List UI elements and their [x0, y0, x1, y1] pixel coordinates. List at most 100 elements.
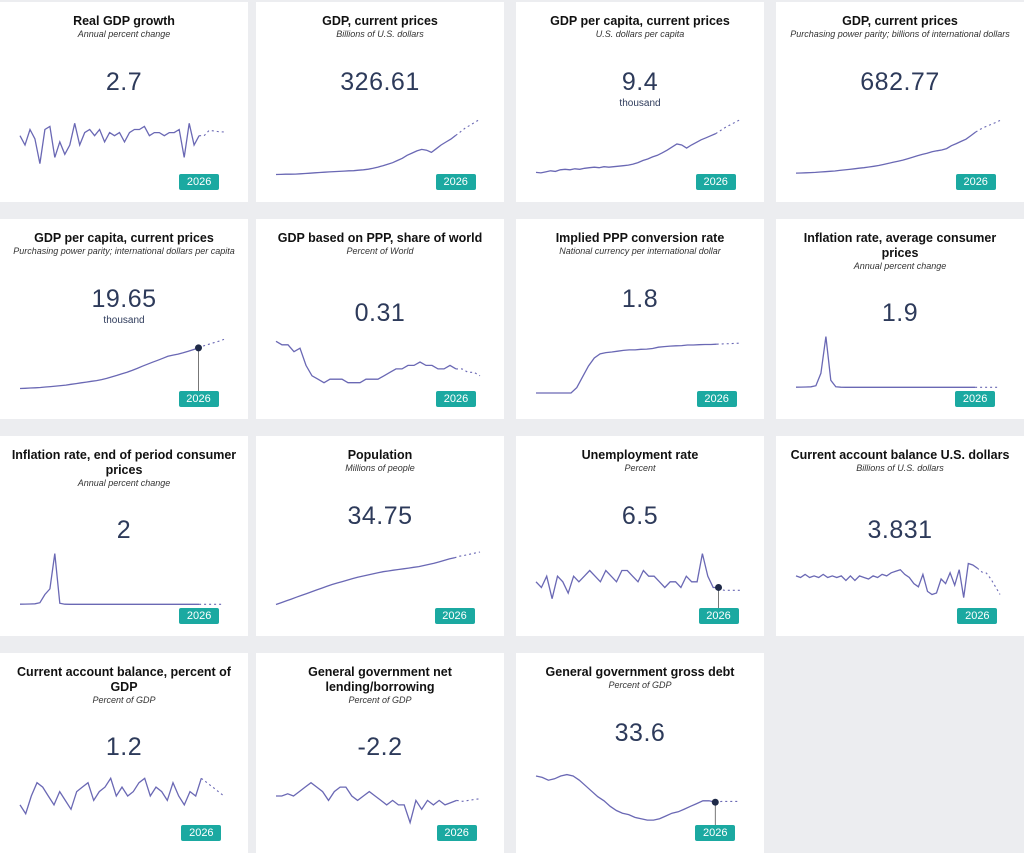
- card-subtitle: Annual percent change: [853, 261, 947, 271]
- headline-value: 1.9: [881, 299, 919, 327]
- forecast-line: [716, 342, 741, 345]
- year-badge[interactable]: 2026: [436, 825, 477, 841]
- year-badge[interactable]: 2026: [179, 608, 220, 624]
- year-marker: [195, 344, 202, 352]
- forecast-line: [200, 777, 225, 797]
- sparkline-chart: [795, 119, 1001, 174]
- card-title: Current account balance, percent of GDP P…: [8, 665, 240, 706]
- card-title-text: General government net lending/borrowing: [308, 665, 452, 694]
- forecast-line: [715, 800, 740, 803]
- indicator-card[interactable]: General government net lending/borrowing…: [256, 653, 504, 853]
- series-line: [536, 343, 717, 394]
- card-title-text: Current account balance, percent of GDP: [17, 665, 231, 694]
- series-line: [275, 340, 457, 384]
- forecast-line: [454, 551, 481, 559]
- series-line: [795, 336, 976, 388]
- indicator-card[interactable]: GDP per capita, current prices Purchasing…: [0, 219, 248, 419]
- year-badge[interactable]: 2026: [179, 174, 220, 190]
- card-title-text: GDP, current prices: [322, 14, 438, 28]
- card-subtitle: Percent of World: [346, 246, 414, 256]
- card-subtitle: Annual percent change: [77, 29, 171, 39]
- headline-value: 2.7: [105, 68, 143, 96]
- year-badge[interactable]: 2026: [178, 391, 219, 407]
- indicator-card[interactable]: Current account balance, percent of GDP P…: [0, 653, 248, 853]
- forecast-line: [976, 567, 1001, 595]
- indicator-card[interactable]: General government gross debt Percent of …: [516, 653, 764, 853]
- value-unit: thousand: [619, 98, 661, 109]
- card-title: Real GDP growth Annual percent change: [8, 14, 240, 40]
- sparkline-chart: [275, 551, 481, 606]
- year-marker: [715, 583, 723, 591]
- indicator-card[interactable]: Implied PPP conversion rate National curr…: [516, 219, 764, 419]
- indicator-card[interactable]: Inflation rate, end of period consumer p…: [0, 436, 248, 636]
- year-badge[interactable]: 2026: [434, 608, 475, 624]
- card-title-text: Implied PPP conversion rate: [555, 231, 725, 245]
- headline-value: 34.75: [347, 502, 413, 530]
- forecast-line: [455, 118, 481, 136]
- card-subtitle: National currency per international doll…: [559, 246, 721, 256]
- year-badge[interactable]: 2026: [957, 608, 998, 624]
- indicator-card[interactable]: Inflation rate, average consumer prices A…: [776, 219, 1024, 419]
- sparkline-chart: [19, 338, 225, 391]
- headline-value: 9.4: [621, 68, 659, 96]
- sparkline-chart: [19, 776, 225, 816]
- year-badge[interactable]: 2026: [181, 825, 222, 841]
- card-subtitle: U.S. dollars per capita: [595, 29, 685, 39]
- card-subtitle: Percent: [624, 463, 656, 473]
- series-line: [19, 553, 200, 605]
- card-title-text: Current account balance U.S. dollars: [790, 448, 1010, 462]
- indicator-card[interactable]: GDP based on PPP, share of world Percent …: [256, 219, 504, 419]
- headline-value: 682.77: [860, 68, 940, 96]
- forecast-line: [715, 119, 741, 135]
- headline-value: 6.5: [621, 502, 659, 530]
- forecast-line: [198, 338, 225, 349]
- card-subtitle: Percent of GDP: [348, 695, 412, 705]
- headline-value: 0.31: [354, 299, 406, 327]
- card-title-text: Inflation rate, average consumer prices: [803, 231, 997, 260]
- indicator-card[interactable]: GDP, current prices Billions of U.S. doll…: [256, 2, 504, 202]
- indicator-card[interactable]: Population Millions of people 34.75 2026: [256, 436, 504, 636]
- forecast-line: [975, 119, 1001, 133]
- card-title-text: GDP per capita, current prices: [34, 231, 214, 245]
- year-badge[interactable]: 2026: [695, 174, 736, 190]
- indicator-card[interactable]: GDP, current prices Purchasing power pari…: [776, 2, 1024, 202]
- year-badge[interactable]: 2026: [696, 391, 737, 407]
- year-badge[interactable]: 2026: [698, 608, 739, 624]
- series-line: [19, 347, 199, 390]
- card-title-text: Inflation rate, end of period consumer p…: [11, 448, 237, 477]
- sparkline-chart: [19, 123, 225, 164]
- year-badge[interactable]: 2026: [435, 174, 476, 190]
- card-title-text: GDP, current prices: [842, 14, 958, 28]
- indicator-card[interactable]: GDP per capita, current prices U.S. dolla…: [516, 2, 764, 202]
- headline-value: 1.8: [621, 285, 659, 313]
- forecast-line: [456, 368, 481, 377]
- sparkline-chart: [275, 118, 481, 176]
- year-badge[interactable]: 2026: [695, 825, 736, 841]
- card-subtitle: Purchasing power parity; international d…: [13, 246, 235, 256]
- sparkline-chart: [795, 336, 1000, 388]
- series-line: [19, 123, 200, 164]
- series-line: [19, 776, 202, 816]
- headline-value: 3.831: [867, 516, 933, 544]
- forecast-line: [718, 587, 740, 591]
- year-badge[interactable]: 2026: [436, 391, 476, 407]
- headline-value: -2.2: [357, 733, 403, 761]
- card-title: GDP, current prices Purchasing power pari…: [784, 14, 1016, 40]
- indicator-card[interactable]: Current account balance U.S. dollars Bill…: [776, 436, 1024, 636]
- year-badge[interactable]: 2026: [955, 391, 996, 407]
- year-badge[interactable]: 2026: [955, 174, 996, 190]
- indicator-card[interactable]: Unemployment rate Percent 6.5 2026: [516, 436, 764, 636]
- card-title: GDP per capita, current prices U.S. dolla…: [524, 14, 756, 40]
- card-subtitle: Percent of GDP: [608, 680, 672, 690]
- series-line: [275, 134, 457, 176]
- headline-value: 2: [116, 516, 132, 544]
- card-title: Implied PPP conversion rate National curr…: [524, 231, 756, 257]
- card-title-text: General government gross debt: [545, 665, 735, 679]
- value-unit: thousand: [103, 315, 145, 326]
- sparkline-chart: [276, 781, 481, 825]
- year-marker: [711, 798, 719, 806]
- card-title: GDP, current prices Billions of U.S. doll…: [264, 14, 496, 40]
- sparkline-chart: [535, 773, 740, 825]
- card-subtitle: Billions of U.S. dollars: [336, 29, 424, 39]
- indicator-card[interactable]: Real GDP growth Annual percent change 2.7 2…: [0, 2, 248, 202]
